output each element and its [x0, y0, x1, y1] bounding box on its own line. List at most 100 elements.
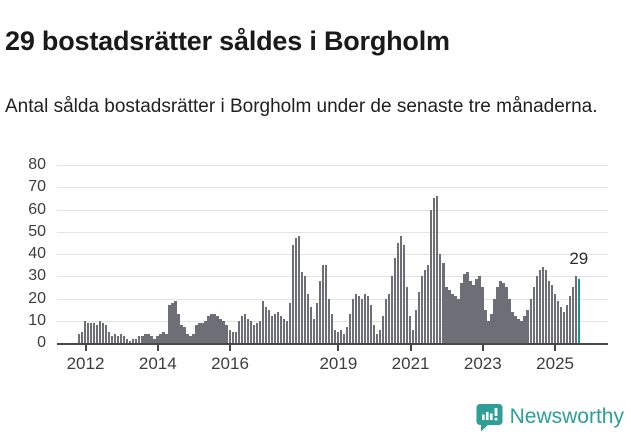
bar — [240, 316, 243, 343]
x-axis-tick-label: 2023 — [463, 354, 502, 373]
bar — [439, 254, 442, 343]
bar — [270, 316, 273, 343]
gridline-y80 — [57, 165, 608, 166]
bar — [559, 307, 562, 343]
bar — [336, 331, 340, 343]
x-axis-tick — [229, 345, 231, 351]
bar — [472, 285, 475, 343]
bar — [457, 298, 460, 343]
bar — [493, 298, 496, 343]
bar — [400, 236, 403, 343]
brand-name: Newsworthy — [509, 405, 624, 428]
bar — [496, 287, 499, 343]
bar — [517, 318, 520, 343]
bar — [267, 309, 270, 343]
x-axis-tick-label: 2016 — [211, 354, 249, 373]
bar — [484, 309, 487, 343]
bar — [117, 336, 120, 343]
bar — [448, 289, 451, 343]
bar — [382, 316, 385, 343]
bar — [246, 318, 249, 343]
bar — [481, 287, 484, 343]
bar — [574, 276, 577, 344]
gridline-y60 — [57, 209, 608, 211]
bar — [93, 323, 96, 343]
bar — [309, 307, 313, 343]
bar — [366, 296, 370, 343]
bar — [288, 302, 291, 343]
bar — [535, 276, 538, 344]
bar — [330, 314, 334, 343]
bar — [357, 296, 361, 343]
bar — [499, 280, 502, 343]
bar — [219, 318, 222, 343]
bar — [276, 311, 279, 344]
y-axis-tick-label: 30 — [28, 267, 46, 285]
bar — [192, 334, 195, 343]
bar — [436, 196, 439, 343]
bar — [520, 320, 523, 344]
bar — [273, 314, 276, 343]
y-axis-tick-label: 70 — [28, 178, 46, 196]
bar — [463, 274, 466, 343]
bar — [120, 334, 123, 343]
bar — [81, 331, 84, 343]
page-title: 29 bostadsrätter såldes i Borgholm — [5, 26, 450, 57]
bar — [150, 336, 153, 343]
gridline-y40 — [57, 254, 608, 255]
x-axis-tick-label: 2019 — [319, 354, 358, 373]
bar — [171, 302, 174, 343]
bar — [174, 300, 177, 343]
bar — [105, 325, 108, 343]
bar — [198, 323, 201, 343]
highlight-value-label: 29 — [569, 248, 589, 268]
bar — [315, 302, 319, 343]
bar — [475, 278, 478, 343]
y-axis-tick-label: 10 — [28, 311, 46, 329]
bar — [114, 334, 117, 343]
bar — [264, 307, 267, 343]
bar — [547, 280, 550, 343]
bar — [213, 314, 216, 343]
bar — [418, 291, 421, 343]
bar — [460, 282, 463, 343]
bar — [421, 276, 424, 344]
bar — [363, 294, 367, 344]
bar — [147, 334, 150, 343]
bar — [138, 336, 141, 343]
x-axis-tick — [554, 345, 557, 351]
bar — [409, 316, 412, 343]
bar — [168, 305, 171, 343]
bar — [99, 320, 102, 344]
y-axis-tick-label: 60 — [28, 200, 46, 218]
bar — [342, 334, 346, 343]
bar — [562, 311, 565, 344]
bar — [490, 314, 493, 343]
bar — [433, 198, 436, 343]
bar — [514, 316, 517, 343]
x-axis-tick — [481, 345, 484, 351]
bar — [502, 282, 505, 343]
bar — [294, 238, 298, 343]
bar — [135, 338, 138, 344]
bar — [252, 325, 255, 343]
bar — [565, 305, 568, 343]
bar — [532, 287, 535, 343]
bar — [327, 298, 331, 343]
bar — [360, 298, 364, 343]
bar — [394, 258, 397, 343]
x-axis-tick — [409, 345, 412, 351]
bar — [204, 320, 207, 344]
bar — [228, 329, 231, 343]
bar — [339, 329, 343, 343]
bar — [427, 265, 430, 343]
bar — [454, 296, 457, 343]
bar — [285, 320, 288, 344]
bar — [90, 323, 93, 343]
x-axis-tick-label: 2012 — [66, 354, 105, 373]
bar — [511, 311, 514, 344]
bar — [156, 336, 159, 343]
bar — [445, 287, 448, 343]
x-axis-tick-label: 2014 — [138, 354, 177, 373]
bar — [84, 320, 87, 344]
